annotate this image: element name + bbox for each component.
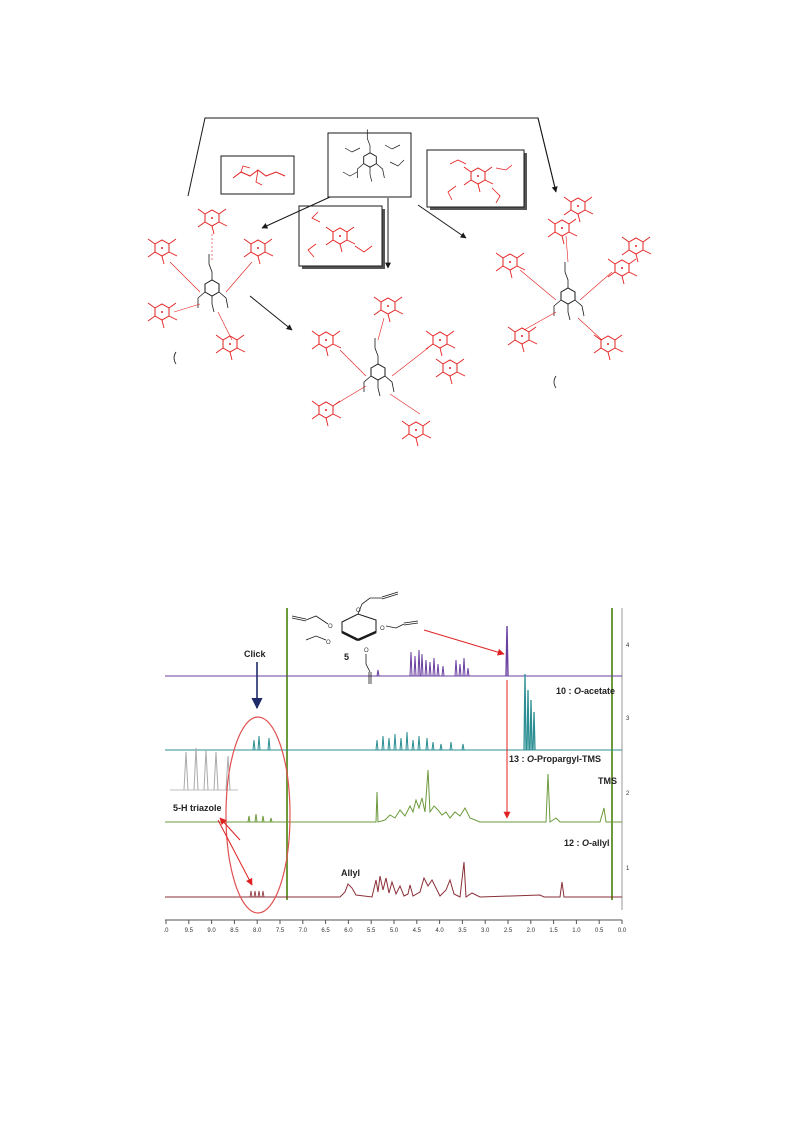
reagent-box-1 <box>220 155 295 195</box>
right-tick-1: 1 <box>626 866 630 872</box>
right-tick-4: 4 <box>626 643 630 649</box>
x-tick-label: 8.0 <box>253 928 262 934</box>
x-tick-label: 6.0 <box>344 928 353 934</box>
x-tick-label: 4.0 <box>435 928 444 934</box>
x-tick-label: 8.5 <box>230 928 239 934</box>
trace-green <box>165 769 622 823</box>
x-tick-label: 5.0 <box>390 928 399 934</box>
core-alkyne-sugar-box <box>327 128 412 198</box>
x-tick-label: 9.0 <box>207 928 216 934</box>
click-label: Click <box>244 649 267 659</box>
x-tick-label: 3.5 <box>458 928 467 934</box>
x-tick-label: 1.0 <box>572 928 581 934</box>
x-tick-label: 6.5 <box>321 928 330 934</box>
x-tick-label: 9.5 <box>185 928 194 934</box>
trace-label-allyl: 12 : O-allyl <box>564 838 610 848</box>
reagent-box-2 <box>298 205 385 269</box>
x-tick-label: 4.5 <box>413 928 422 934</box>
trace-maroon <box>165 861 622 898</box>
right-tick-3: 3 <box>626 716 630 722</box>
x-tick-label: 2.5 <box>504 928 513 934</box>
x-tick-label: 7.5 <box>276 928 285 934</box>
tms-label: TMS <box>598 776 617 786</box>
trace-purple <box>165 625 622 677</box>
svg-text:O: O <box>356 608 361 614</box>
dendrimer-middle <box>311 296 466 447</box>
nmr-spectra-figure: 4 3 2 1 O <box>163 591 630 934</box>
triazole-arrow-1 <box>217 819 253 886</box>
trace-label-acetate: 10 : O-acetate <box>556 686 615 696</box>
compound-5-structure: O O O O O 5 <box>291 591 419 684</box>
compound-label: 5 <box>344 652 349 662</box>
trace-teal <box>165 673 622 751</box>
svg-text:O: O <box>380 626 385 632</box>
x-tick-label: .0 <box>163 928 169 934</box>
x-tick-label: 0.5 <box>595 928 604 934</box>
x-tick-label: 7.0 <box>299 928 308 934</box>
dendrimer-right <box>495 196 652 389</box>
x-tick-label: 3.0 <box>481 928 490 934</box>
svg-text:O: O <box>326 640 331 646</box>
svg-text:O: O <box>328 624 333 630</box>
click-region-ellipse <box>225 716 291 914</box>
right-tick-2: 2 <box>626 791 630 797</box>
reagent-box-3 <box>426 149 527 210</box>
alkyne-arrow <box>423 629 505 656</box>
triazole-label: 5-H triazole <box>173 803 222 813</box>
dendrimer-left <box>147 208 274 365</box>
svg-text:O: O <box>364 648 369 654</box>
x-tick-label: 5.5 <box>367 928 376 934</box>
allyl-label: Allyl <box>341 868 360 878</box>
x-tick-label: 1.5 <box>549 928 558 934</box>
right-axis-ticks: 4 3 2 1 <box>626 643 630 872</box>
reaction-scheme <box>147 117 652 447</box>
x-tick-label: 0.0 <box>618 928 627 934</box>
x-tick-label: 2.0 <box>527 928 536 934</box>
triazole-arrow-2 <box>219 817 241 841</box>
x-axis-ticks: .0 9.5 9.0 8.5 8.0 7.5 7.0 6.5 6.0 5.5 5.0 4.5 4.0 3.… <box>163 920 627 934</box>
trace-label-tms: 13 : O-Propargyl-TMS <box>509 754 601 764</box>
